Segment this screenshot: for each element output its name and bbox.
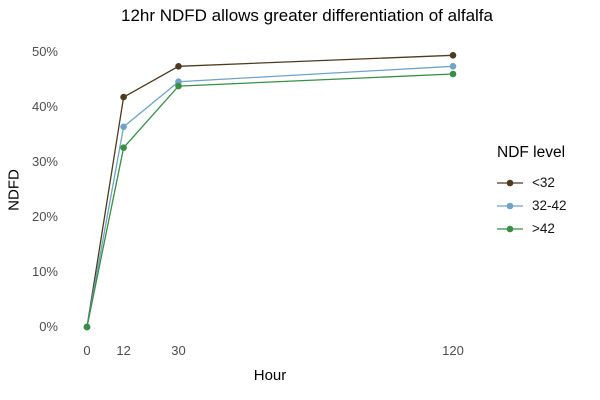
legend-rows: <32 32-42 >42	[497, 171, 567, 240]
data-point	[175, 63, 182, 70]
legend-key-icon	[497, 225, 523, 232]
y-tick-label: 20%	[31, 209, 58, 224]
y-tick-label: 10%	[31, 264, 58, 279]
legend-title: NDF level	[497, 144, 566, 161]
legend-item: >42	[497, 217, 567, 240]
data-point	[120, 93, 127, 101]
series-line	[86, 73, 454, 328]
legend-key-icon	[497, 202, 523, 209]
data-point	[120, 144, 127, 151]
legend: NDF level <32 32-42 >42	[497, 144, 567, 240]
y-tick-label: 30%	[31, 154, 58, 169]
y-tick-label: 0%	[39, 319, 58, 334]
data-point	[120, 123, 127, 131]
legend-key-icon	[497, 179, 523, 186]
legend-item: <32	[497, 171, 567, 194]
x-axis-label: Hour	[253, 367, 287, 384]
series-line	[86, 65, 454, 328]
y-tick-label: 50%	[31, 44, 58, 59]
series-line	[86, 54, 454, 328]
x-tick-label: 120	[442, 343, 464, 358]
legend-item: 32-42	[497, 194, 567, 217]
y-tick-label: 40%	[31, 99, 58, 114]
data-point	[449, 52, 457, 59]
x-tick-label: 30	[171, 343, 186, 358]
x-tick-label: 0	[83, 343, 91, 358]
x-tick-label: 12	[116, 343, 131, 358]
data-point	[449, 70, 457, 78]
chart-title: 12hr NDFD allows greater differentiation…	[121, 6, 493, 25]
legend-item-label: 32-42	[532, 198, 567, 213]
data-point	[83, 323, 91, 331]
legend-item-label: <32	[532, 175, 555, 190]
legend-item-label: >42	[532, 221, 555, 236]
data-point	[449, 63, 457, 70]
data-point	[175, 82, 182, 90]
